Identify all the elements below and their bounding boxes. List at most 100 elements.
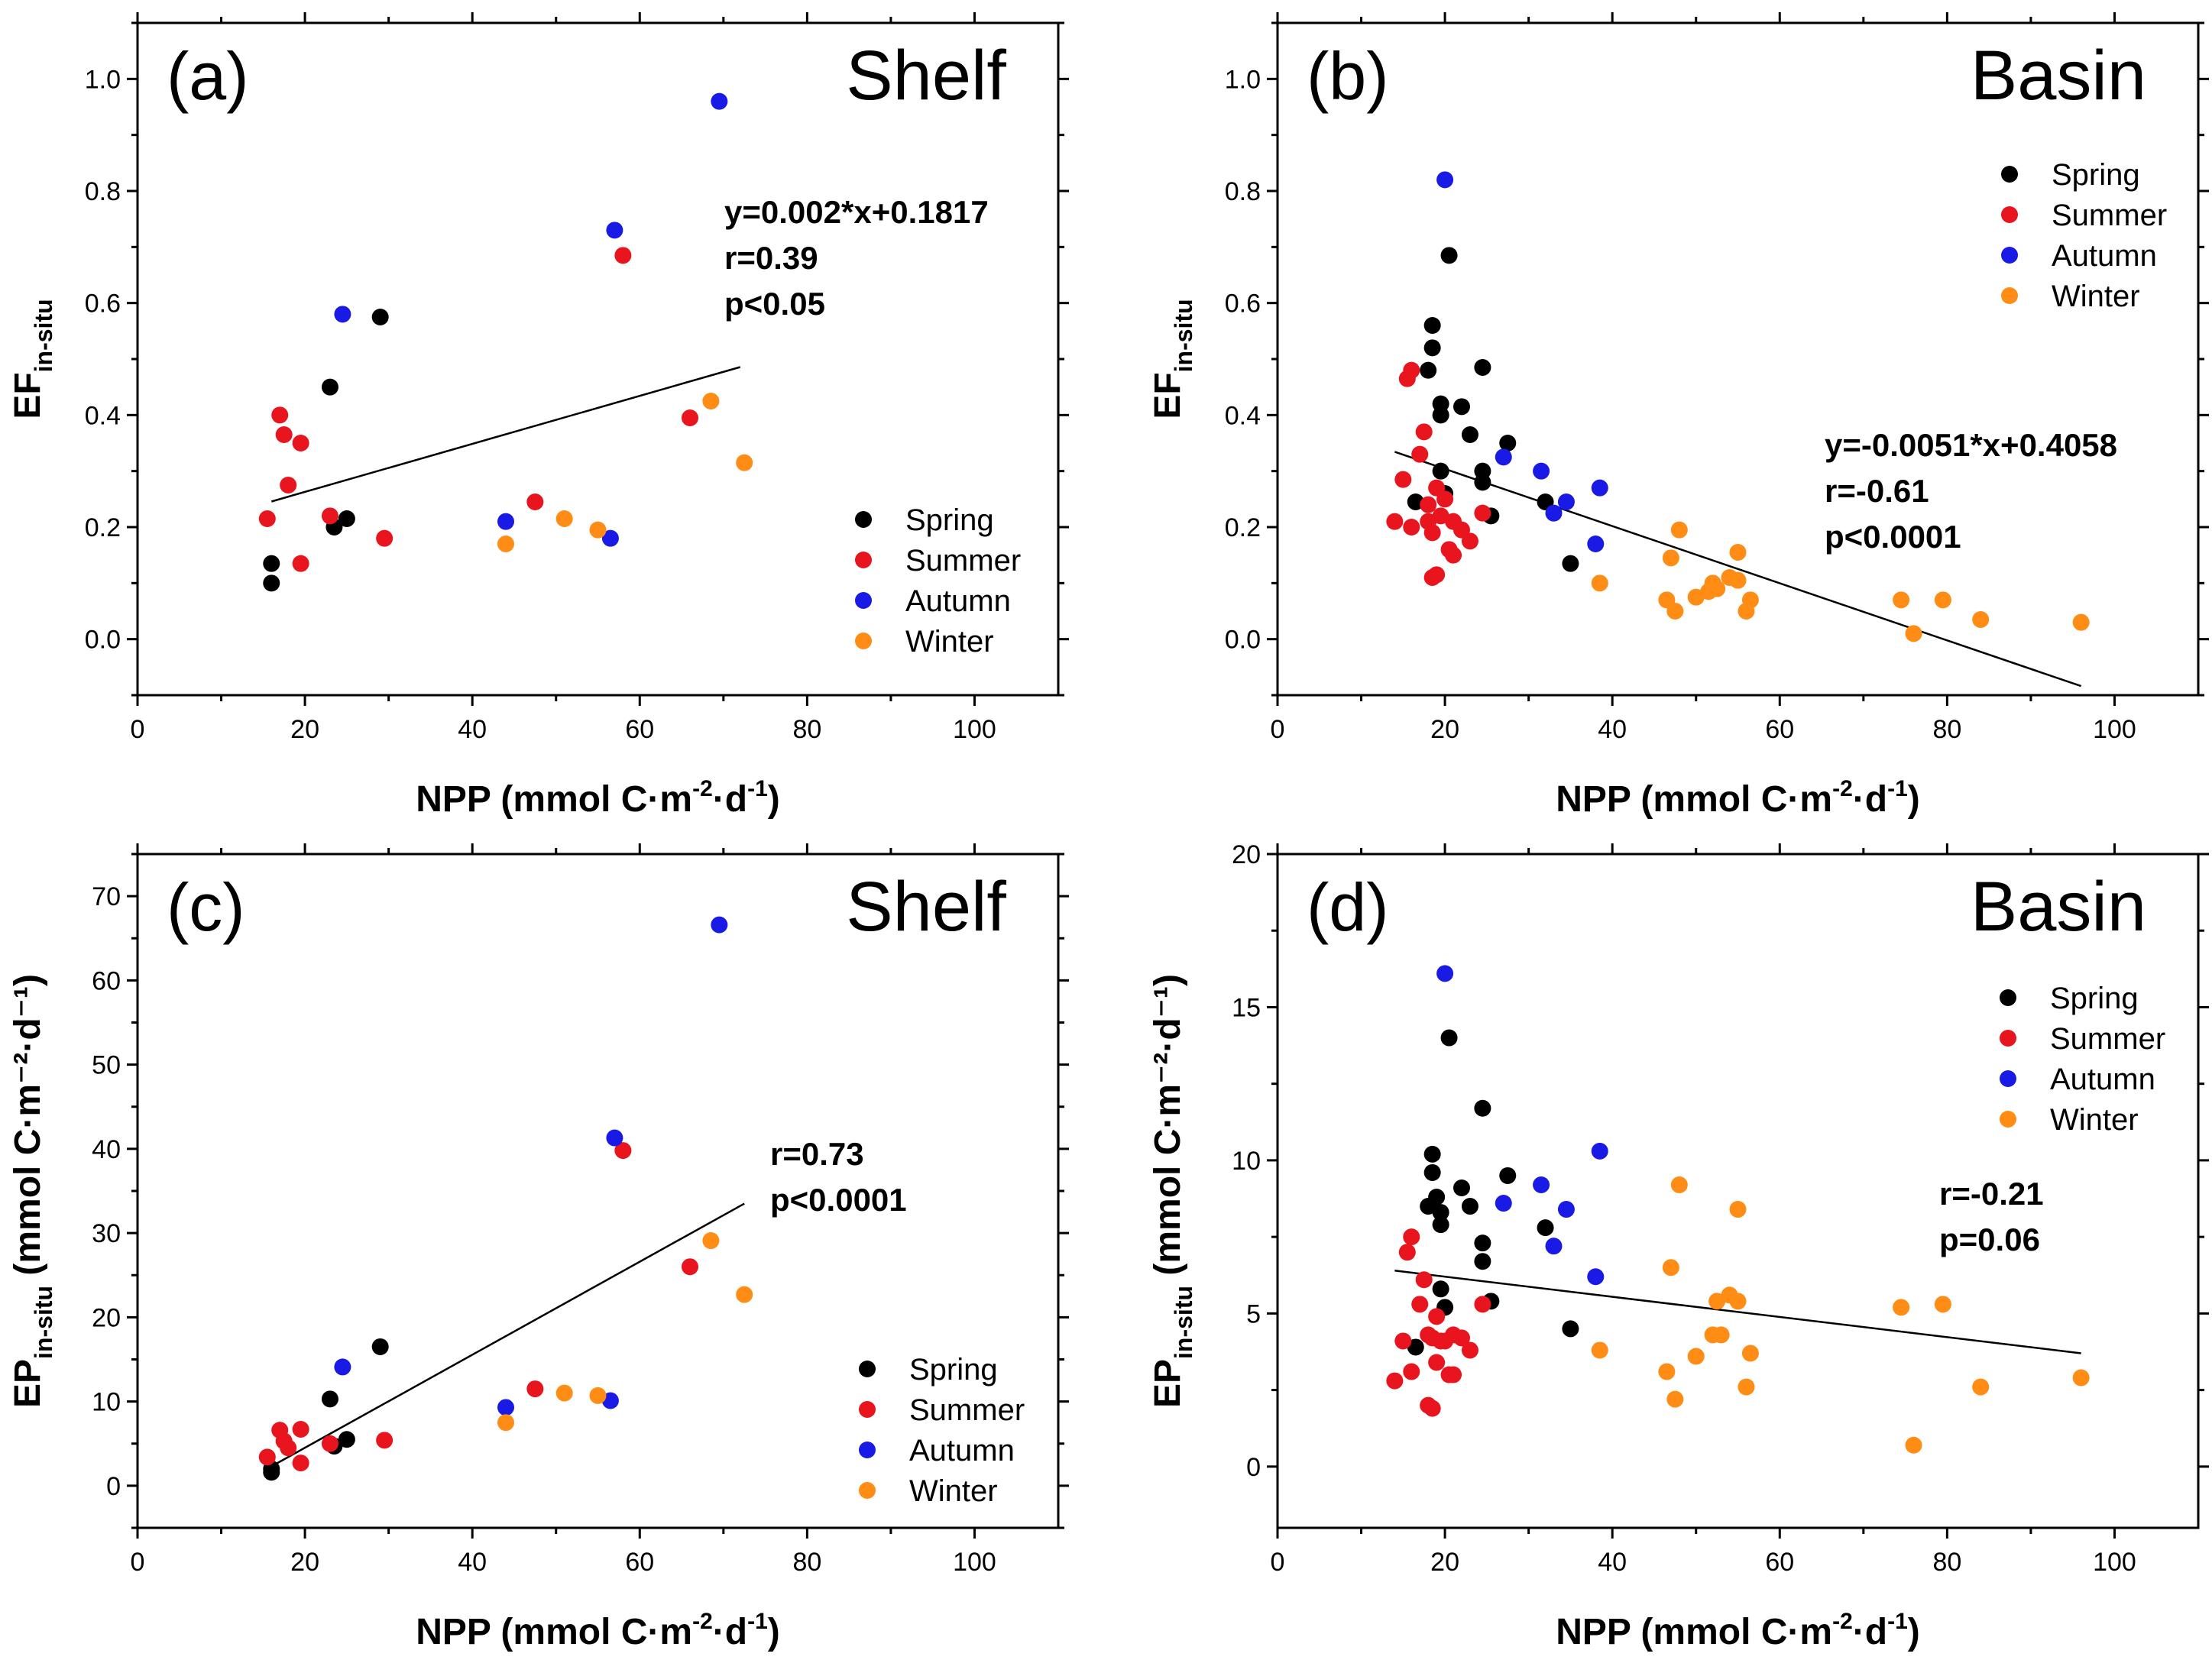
data-point-summer xyxy=(526,493,544,510)
legend-marker-summer xyxy=(859,1401,876,1418)
stat-annotation: r=0.39 xyxy=(724,240,818,276)
data-point-winter xyxy=(1729,544,1747,561)
x-axis-label-end: ) xyxy=(768,1612,780,1652)
data-point-spring xyxy=(338,510,355,527)
panel-d: 0 20 40 60 80 100 0 5 10 15 20 NPP (mmol C·m-2·d-1)… xyxy=(1148,840,2209,1652)
data-point-autumn xyxy=(334,306,351,323)
stat-annotation: r=-0.61 xyxy=(1825,473,1929,509)
x-tick-label: 80 xyxy=(1932,1548,1961,1577)
panel-label: (a) xyxy=(167,38,249,114)
legend-marker-winter xyxy=(859,1482,876,1499)
legend-marker-spring xyxy=(2000,989,2016,1006)
data-point-winter xyxy=(1893,591,1910,609)
y-axis-label-main: EP xyxy=(8,1359,48,1408)
y-tick-label: 10 xyxy=(92,1388,121,1417)
data-point-spring xyxy=(321,378,338,396)
x-tick-label: 60 xyxy=(625,715,654,744)
legend-label-autumn: Autumn xyxy=(905,584,1011,618)
y-axis-label: EPin-situ (mmol C·m⁻²·d⁻¹) xyxy=(1148,974,1197,1408)
panel-c: 0 20 40 60 80 100 0 10 20 30 40 50 60 70 NPP (mmol C·m… xyxy=(8,843,1069,1652)
x-axis-label-sup2: -1 xyxy=(747,1609,768,1634)
legend-label-winter: Winter xyxy=(2050,1103,2139,1137)
data-point-winter xyxy=(1741,1345,1759,1362)
y-tick-label: 1.0 xyxy=(1225,65,1261,94)
data-point-spring xyxy=(1461,1198,1478,1215)
x-tick-label: 100 xyxy=(953,1548,996,1577)
data-point-summer xyxy=(1461,532,1478,550)
data-point-winter xyxy=(702,393,720,409)
legend-marker-summer xyxy=(855,552,872,568)
data-point-autumn xyxy=(711,916,728,934)
data-point-summer xyxy=(1386,1372,1404,1390)
data-point-winter xyxy=(497,1414,514,1432)
data-point-winter xyxy=(555,510,573,527)
legend-marker-winter xyxy=(2000,1111,2016,1128)
data-point-summer xyxy=(280,1439,297,1457)
legend-label-summer: Summer xyxy=(909,1393,1025,1427)
data-point-winter xyxy=(1670,1176,1688,1193)
data-point-winter xyxy=(1591,574,1608,592)
y-tick-label: 0.4 xyxy=(1225,401,1261,430)
x-axis-label-main: NPP (mmol C·m xyxy=(1556,1612,1832,1652)
x-axis-label-end: ) xyxy=(1908,1612,1920,1652)
y-tick-label: 30 xyxy=(92,1219,121,1248)
data-point-summer xyxy=(258,510,276,527)
data-point-summer xyxy=(1453,1329,1470,1347)
data-point-winter xyxy=(1666,603,1684,620)
region-label: Shelf xyxy=(846,868,1006,946)
data-point-autumn xyxy=(1587,1268,1605,1286)
data-point-winter xyxy=(497,536,514,552)
data-point-spring xyxy=(263,555,280,572)
stat-annotation: y=0.002*x+0.1817 xyxy=(724,194,989,230)
data-point-summer xyxy=(1445,546,1462,564)
x-axis-label-sup1: -2 xyxy=(1832,776,1853,801)
y-tick-label: 70 xyxy=(92,882,121,911)
regression-line xyxy=(270,366,741,503)
data-point-winter xyxy=(1712,1326,1730,1344)
y-tick-label: 0.6 xyxy=(1225,290,1261,319)
data-point-spring xyxy=(371,309,389,325)
x-tick-label: 0 xyxy=(1271,715,1285,744)
data-point-summer xyxy=(292,1455,309,1472)
data-point-summer xyxy=(1398,1244,1416,1261)
x-axis-label-main: NPP (mmol C·m xyxy=(1556,779,1832,820)
regression-line xyxy=(270,1202,745,1467)
data-point-summer xyxy=(321,507,338,525)
x-tick-label: 0 xyxy=(131,715,145,744)
data-point-autumn xyxy=(1436,171,1454,189)
region-label: Basin xyxy=(1971,868,2146,946)
data-point-summer xyxy=(1428,566,1446,584)
legend-marker-summer xyxy=(2001,206,2018,223)
data-point-winter xyxy=(736,1286,753,1303)
data-point-winter xyxy=(1741,591,1759,609)
data-point-autumn xyxy=(1495,1195,1512,1212)
legend-label-autumn: Autumn xyxy=(909,1434,1015,1467)
data-point-summer xyxy=(1386,513,1404,530)
data-point-spring xyxy=(1407,1338,1424,1356)
x-tick-label: 20 xyxy=(290,715,319,744)
data-point-spring xyxy=(338,1431,355,1448)
data-point-spring xyxy=(1440,1029,1458,1047)
legend-marker-spring xyxy=(2001,166,2018,183)
data-point-summer xyxy=(1415,423,1433,441)
stat-annotation: p<0.0001 xyxy=(770,1182,907,1218)
data-point-spring xyxy=(263,574,280,592)
y-tick-label: 40 xyxy=(92,1135,121,1164)
data-point-winter xyxy=(1934,1296,1951,1313)
data-point-spring xyxy=(1474,1234,1491,1252)
data-point-winter xyxy=(1662,1259,1679,1277)
data-point-spring xyxy=(1453,398,1470,416)
legend-marker-autumn xyxy=(2000,1070,2016,1087)
data-point-summer xyxy=(1394,471,1412,488)
data-point-summer xyxy=(292,1421,309,1438)
data-point-summer xyxy=(1403,1363,1420,1380)
data-point-winter xyxy=(589,521,607,539)
data-point-spring xyxy=(1432,1280,1449,1298)
panel-b: 0 20 40 60 80 100 0.0 0.2 0.4 0.6 0.8 1.0 NPP (mmol … xyxy=(1148,12,2209,820)
data-point-summer xyxy=(1403,361,1420,379)
stat-annotation: p=0.06 xyxy=(1939,1222,2040,1257)
x-axis-label-sup1: -2 xyxy=(692,1609,713,1634)
data-point-autumn xyxy=(334,1358,351,1376)
